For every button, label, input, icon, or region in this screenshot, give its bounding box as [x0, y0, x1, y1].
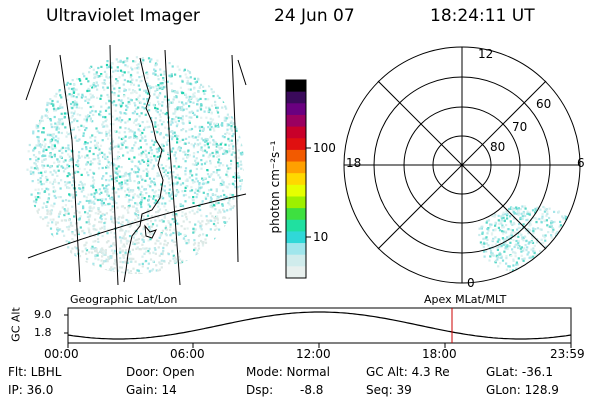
app-title: Ultraviolet Imager: [46, 6, 200, 26]
geo-image-panel: [25, 44, 247, 286]
mlt-label-12: 12: [478, 47, 494, 61]
colorbar: [285, 79, 311, 279]
colorbar-tick-label-10: 10: [313, 230, 329, 244]
info-gain: Gain: 14: [126, 383, 177, 397]
mlt-label-0: 0: [467, 276, 475, 290]
info-glat: GLat: -36.1: [486, 365, 553, 379]
polar-plot: [343, 46, 581, 284]
altitude-plot: [64, 307, 572, 348]
xtick-0600: 06:00: [170, 347, 205, 361]
date-label: 24 Jun 07: [274, 6, 355, 26]
mlt-label-18: 18: [346, 156, 362, 170]
coastline: [123, 57, 164, 283]
info-mode: Mode: Normal: [246, 365, 330, 379]
info-filter: Flt: LBHL: [8, 365, 62, 379]
info-ip: IP: 36.0: [8, 383, 54, 397]
geo-lon-lines: [25, 44, 247, 286]
altitude-ytick-high: 9.0: [34, 308, 52, 321]
info-door: Door: Open: [126, 365, 195, 379]
altitude-curve: [67, 311, 572, 340]
lat-label-70: 70: [512, 120, 528, 134]
xtick-2359: 23:59: [550, 347, 585, 361]
polar-grid: [343, 46, 581, 284]
time-label: 18:24:11 UT: [430, 6, 535, 26]
geo-emission-dots: [26, 56, 244, 274]
xtick-0000: 00:00: [44, 347, 79, 361]
info-seq: Seq: 39: [366, 383, 412, 397]
lat-label-60: 60: [536, 97, 552, 111]
lat-label-80: 80: [490, 140, 506, 154]
colorbar-gradient: [286, 80, 306, 279]
info-gc-alt: GC Alt: 4.3 Re: [366, 365, 450, 379]
polar-panel-caption: Apex MLat/MLT: [424, 293, 507, 306]
info-dsp-label: Dsp:: [246, 383, 274, 397]
mlt-label-6: 6: [577, 156, 585, 170]
geo-panel-caption: Geographic Lat/Lon: [70, 293, 178, 306]
info-dsp-value: -8.8: [300, 383, 324, 397]
xtick-1200: 12:00: [296, 347, 331, 361]
polar-emission-dots: [478, 205, 580, 274]
altitude-ylabel: GC Alt: [9, 307, 23, 342]
colorbar-unit-label: photon cm⁻²s⁻¹: [268, 140, 282, 234]
xtick-1800: 18:00: [422, 347, 457, 361]
altitude-ytick-low: 1.8: [34, 326, 52, 339]
info-glon: GLon: 128.9: [486, 383, 559, 397]
colorbar-tick-label-100: 100: [313, 141, 336, 155]
